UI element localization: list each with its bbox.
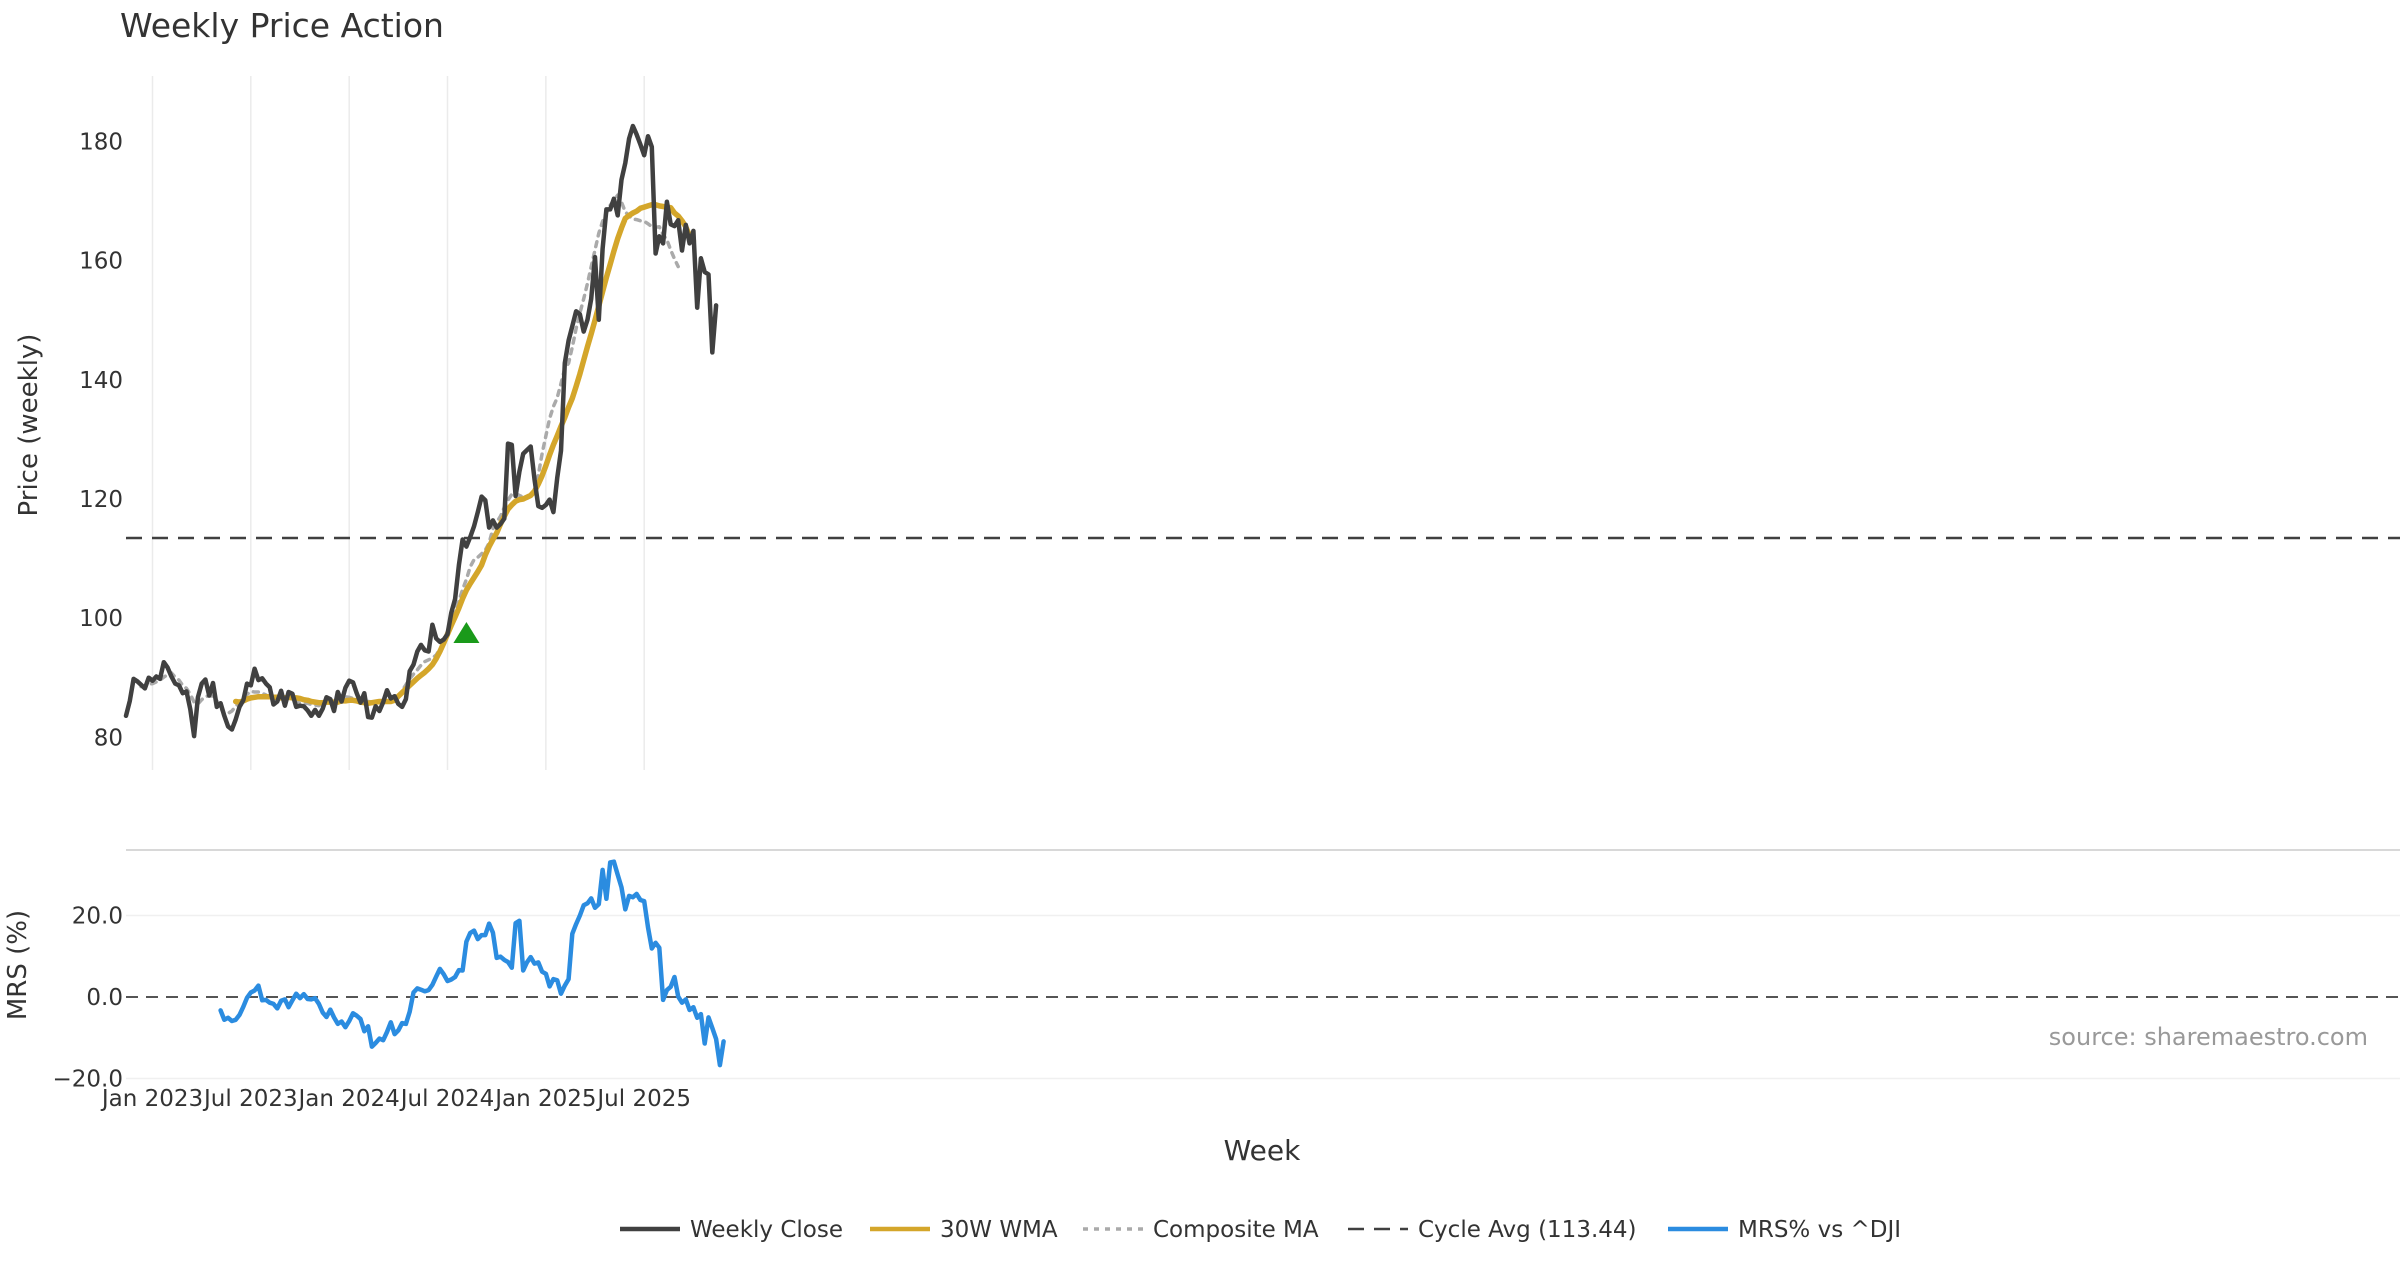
x-tick-label: Jul 2024 [399,1086,495,1112]
legend-label: 30W WMA [940,1217,1058,1243]
labels: Jan 2023 Jul 2023 Jan 2024 Jul 2024 Jan 2025… [53,130,691,1112]
axes [126,849,2400,998]
mrs-y-tick-label: −20.0 [53,1067,123,1093]
gridlines [126,76,2400,1080]
legend: Weekly Close 30W WMA Composite MA Cycle Avg… [620,1217,1901,1243]
price-y-tick-label: 100 [79,606,123,632]
mrs-line [218,859,726,1068]
price-y-axis-label: Price (weekly) [14,334,44,517]
price-y-tick-label: 160 [79,249,123,275]
x-axis-label: Week [1224,1134,1301,1167]
buy-signal-marker [453,622,480,644]
mrs-y-axis-label: MRS (%) [3,910,33,1020]
legend-label: Cycle Avg (113.44) [1418,1217,1637,1243]
series [123,123,2400,1068]
legend-label: Weekly Close [690,1217,843,1243]
mrs-y-tick-label: 0.0 [86,985,123,1011]
weekly-close-line [123,123,719,739]
price-y-tick-label: 180 [79,130,123,156]
mrs-y-tick-label: 20.0 [72,904,123,930]
legend-label: Composite MA [1153,1217,1319,1243]
x-tick-label: Jan 2023 [100,1086,203,1112]
chart-title: Weekly Price Action [120,6,444,45]
x-tick-label: Jan 2025 [493,1086,596,1112]
wma-30w-line [232,201,697,707]
price-y-tick-label: 80 [94,725,123,751]
legend-label: MRS% vs ^DJI [1738,1217,1901,1243]
x-tick-label: Jul 2025 [595,1086,691,1112]
price-y-tick-label: 140 [79,368,123,394]
x-tick-label: Jul 2023 [202,1086,298,1112]
x-tick-label: Jan 2024 [297,1086,400,1112]
source-note: source: sharemaestro.com [2049,1023,2368,1051]
price-y-tick-label: 120 [79,487,123,513]
